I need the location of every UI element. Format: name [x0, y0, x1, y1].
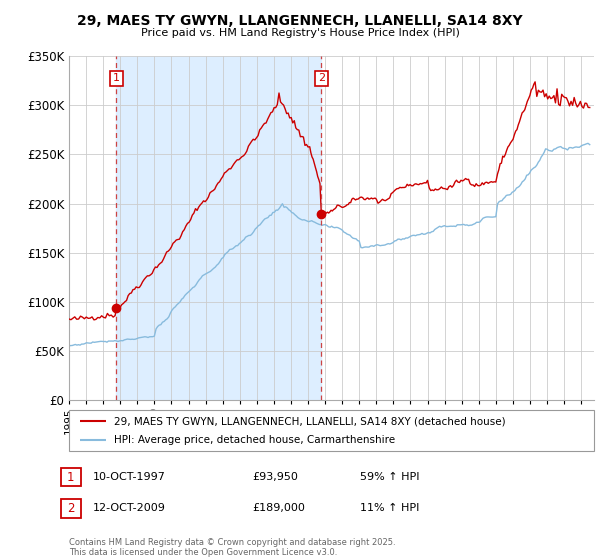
Text: 2: 2	[67, 502, 74, 515]
Text: £93,950: £93,950	[252, 472, 298, 482]
Text: £189,000: £189,000	[252, 503, 305, 514]
Text: 12-OCT-2009: 12-OCT-2009	[93, 503, 166, 514]
Text: 10-OCT-1997: 10-OCT-1997	[93, 472, 166, 482]
Text: 29, MAES TY GWYN, LLANGENNECH, LLANELLI, SA14 8XY (detached house): 29, MAES TY GWYN, LLANGENNECH, LLANELLI,…	[113, 417, 505, 426]
Text: 2: 2	[318, 73, 325, 83]
Text: HPI: Average price, detached house, Carmarthenshire: HPI: Average price, detached house, Carm…	[113, 435, 395, 445]
Bar	[116, 56, 322, 400]
Text: 11% ↑ HPI: 11% ↑ HPI	[360, 503, 419, 514]
Text: 1: 1	[113, 73, 120, 83]
Text: 59% ↑ HPI: 59% ↑ HPI	[360, 472, 419, 482]
Text: Price paid vs. HM Land Registry's House Price Index (HPI): Price paid vs. HM Land Registry's House …	[140, 28, 460, 38]
Text: Contains HM Land Registry data © Crown copyright and database right 2025.
This d: Contains HM Land Registry data © Crown c…	[69, 538, 395, 557]
Text: 29, MAES TY GWYN, LLANGENNECH, LLANELLI, SA14 8XY: 29, MAES TY GWYN, LLANGENNECH, LLANELLI,…	[77, 14, 523, 28]
Text: 1: 1	[67, 470, 74, 484]
